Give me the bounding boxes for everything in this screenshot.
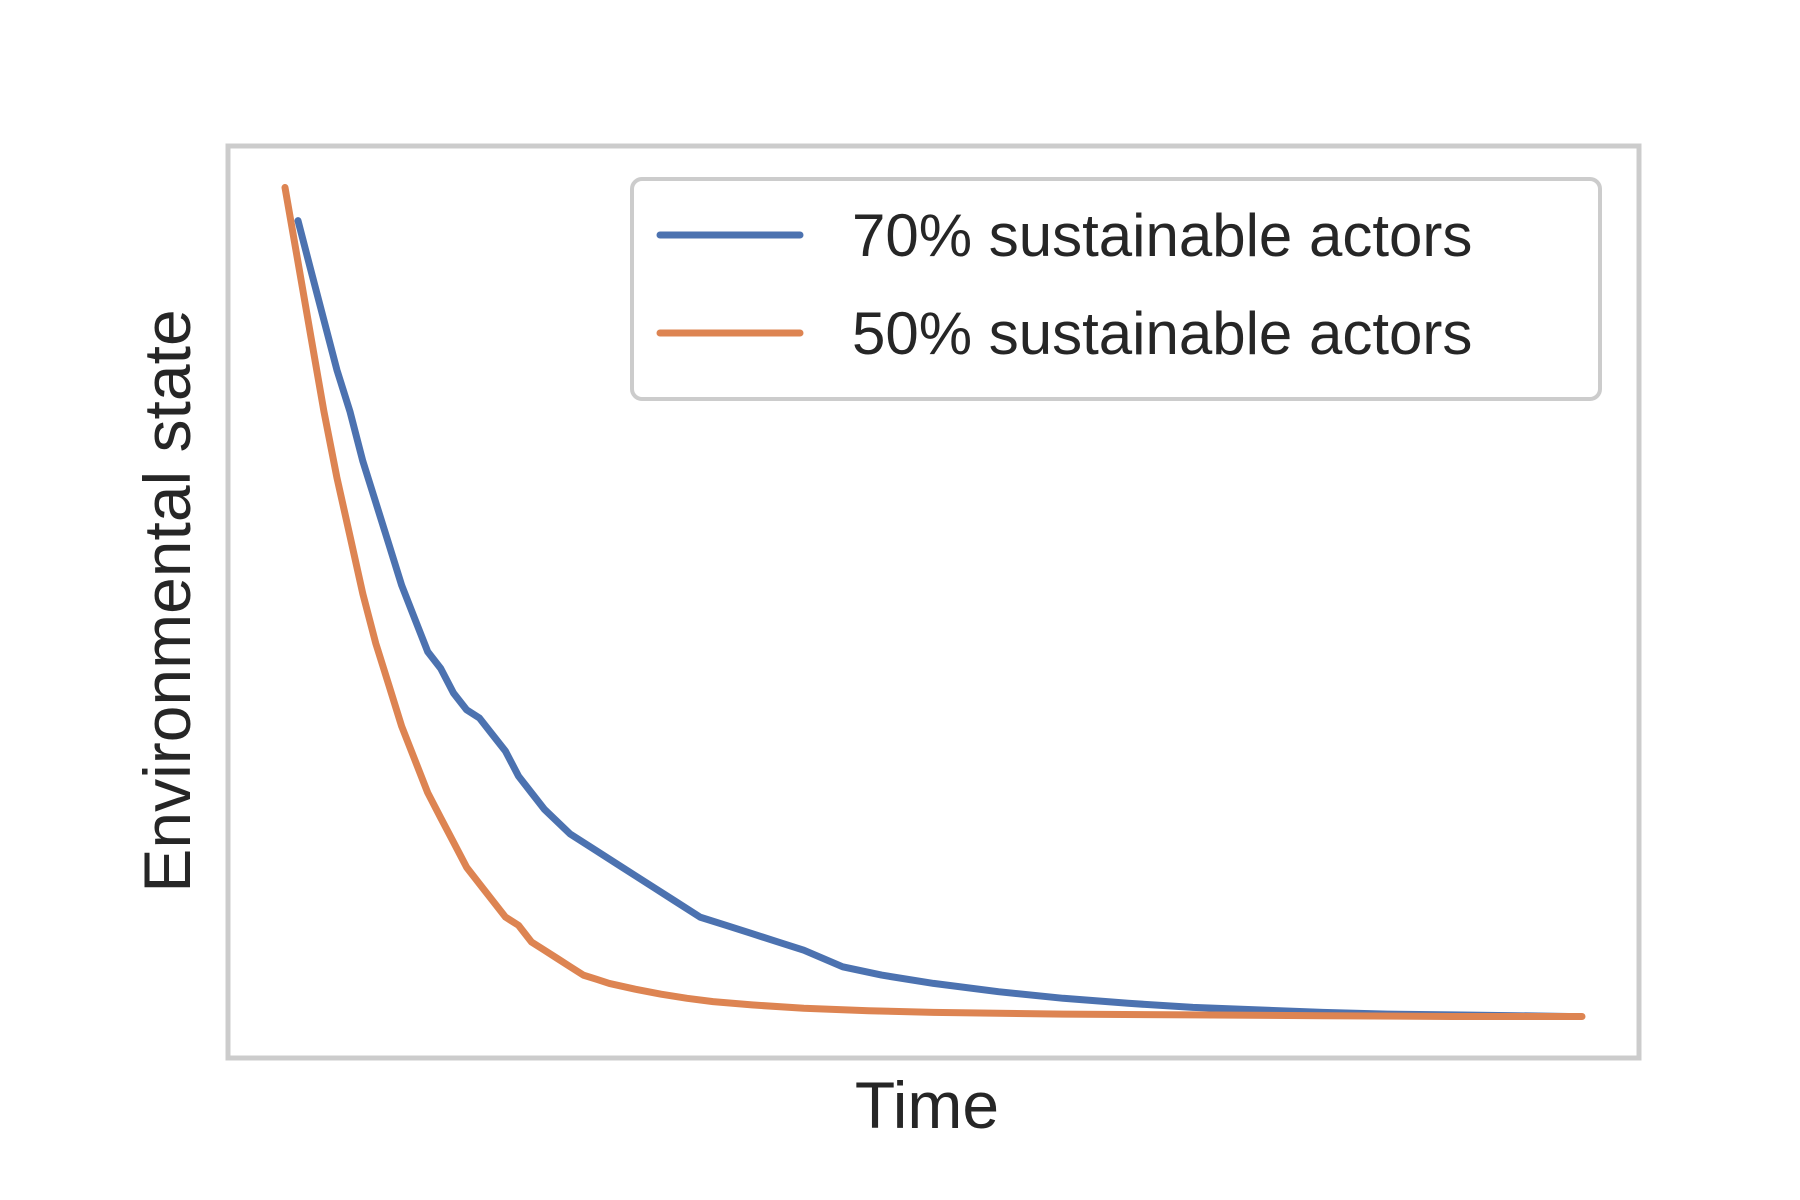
legend-box (630, 177, 1602, 401)
series-layer (281, 184, 1586, 1020)
y-axis-label: Environmental state (130, 309, 204, 892)
series-line-2 (281, 184, 1586, 1020)
legend-label-series-2: 50% sustainable actors (852, 300, 1472, 367)
legend-label-series-1: 70% sustainable actors (852, 202, 1472, 269)
legend: 70% sustainable actors 50% sustainable a… (630, 177, 1602, 401)
x-axis-label: Time (855, 1068, 999, 1142)
series-line-1 (294, 217, 1573, 1020)
